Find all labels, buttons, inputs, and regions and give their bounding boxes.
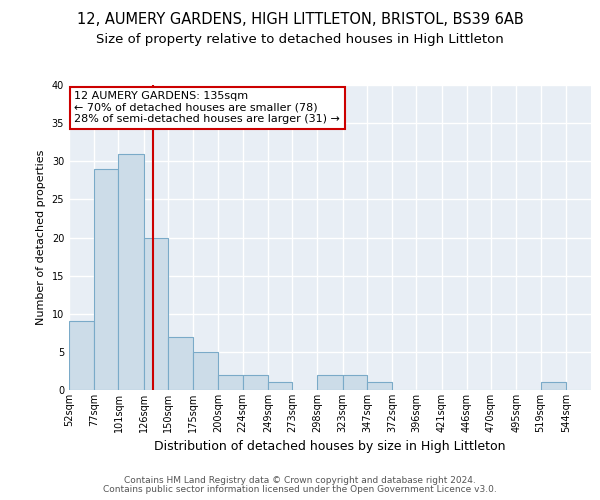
Y-axis label: Number of detached properties: Number of detached properties <box>36 150 46 325</box>
Bar <box>168 336 193 390</box>
Bar <box>69 322 94 390</box>
Text: 12, AUMERY GARDENS, HIGH LITTLETON, BRISTOL, BS39 6AB: 12, AUMERY GARDENS, HIGH LITTLETON, BRIS… <box>77 12 523 28</box>
Bar <box>317 375 343 390</box>
Bar <box>218 375 242 390</box>
X-axis label: Distribution of detached houses by size in High Littleton: Distribution of detached houses by size … <box>154 440 506 454</box>
Text: Size of property relative to detached houses in High Littleton: Size of property relative to detached ho… <box>96 32 504 46</box>
Text: Contains public sector information licensed under the Open Government Licence v3: Contains public sector information licen… <box>103 485 497 494</box>
Text: Contains HM Land Registry data © Crown copyright and database right 2024.: Contains HM Land Registry data © Crown c… <box>124 476 476 485</box>
Bar <box>94 169 118 390</box>
Bar <box>118 154 144 390</box>
Bar <box>144 238 168 390</box>
Bar <box>343 375 367 390</box>
Bar <box>242 375 268 390</box>
Bar <box>367 382 392 390</box>
Text: 12 AUMERY GARDENS: 135sqm
← 70% of detached houses are smaller (78)
28% of semi-: 12 AUMERY GARDENS: 135sqm ← 70% of detac… <box>74 91 340 124</box>
Bar <box>541 382 566 390</box>
Bar <box>268 382 292 390</box>
Bar <box>193 352 218 390</box>
